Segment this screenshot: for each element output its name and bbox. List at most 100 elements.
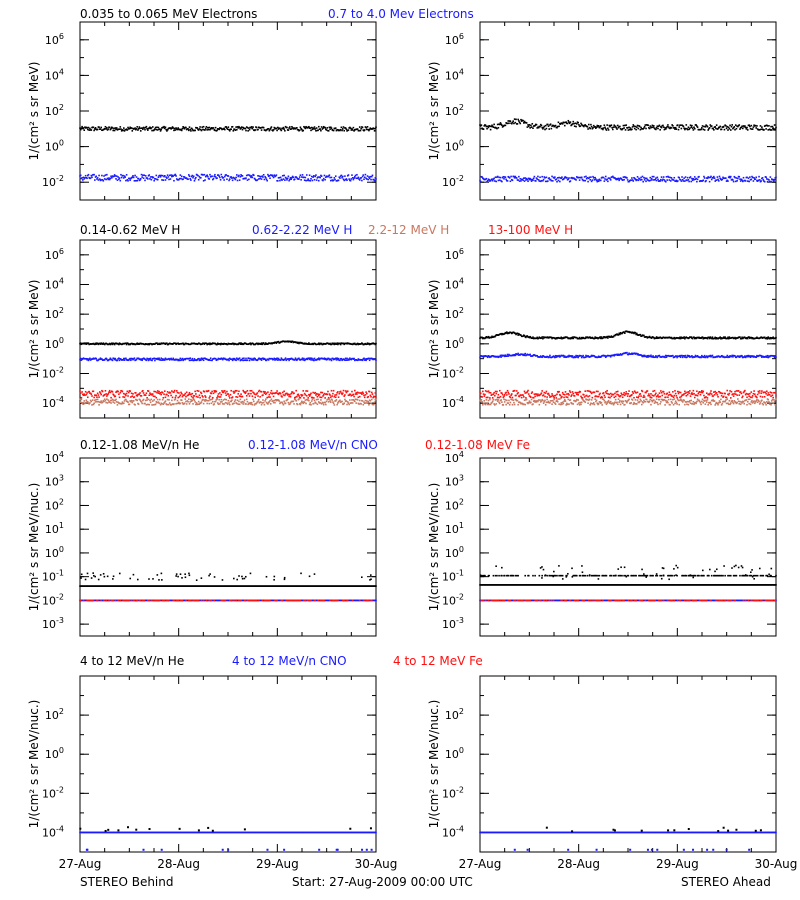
row1-ahead-point	[561, 123, 564, 125]
row2-ahead-point	[732, 356, 734, 358]
row2-ahead-point	[508, 332, 510, 335]
row1-ahead-point	[508, 122, 510, 125]
row2-behind-point	[266, 396, 269, 399]
row1-ahead-point	[674, 126, 677, 129]
row2-behind-point	[251, 403, 254, 406]
row2-behind-ytick-label: 10-2	[42, 366, 64, 381]
row2-ahead-point	[636, 396, 638, 398]
row1-ahead-point	[686, 179, 688, 182]
row2-behind-point	[341, 392, 344, 394]
row2-ahead-point	[711, 336, 714, 338]
row2-behind-point	[195, 395, 198, 398]
row1-ahead-point	[683, 177, 685, 179]
row2-ahead-point	[486, 355, 488, 358]
row1-behind-point	[142, 128, 144, 131]
row2-behind-point	[200, 392, 203, 395]
row1-behind-point	[144, 175, 147, 177]
row2-behind-point	[331, 395, 334, 397]
row2-behind-point	[323, 357, 326, 359]
row1-behind-point	[241, 128, 244, 131]
row2-behind-point	[197, 396, 199, 398]
row2-behind-point	[166, 393, 168, 396]
row1-ahead-point	[548, 128, 551, 130]
row1-behind-point	[153, 129, 155, 131]
row2-behind-point	[344, 398, 346, 401]
row2-ahead-point	[489, 397, 491, 399]
row2-ahead-point	[768, 356, 771, 358]
row2-behind-point	[236, 390, 238, 392]
row1-behind-point	[103, 127, 106, 130]
row2-behind-point	[309, 393, 312, 396]
row2-ahead-point	[766, 354, 769, 357]
row2-behind-point	[342, 403, 345, 406]
row2-ahead-point	[595, 390, 598, 393]
row2-ahead-point	[587, 395, 589, 398]
row1-behind-point	[183, 127, 186, 130]
row1-ahead-point	[553, 177, 555, 179]
row1-ahead-point	[725, 177, 727, 179]
row1-behind-point	[283, 174, 285, 177]
row2-behind-point	[301, 395, 303, 397]
row2-behind-point	[192, 398, 195, 401]
row2-behind-point	[321, 391, 324, 394]
row1-ahead-point	[528, 124, 531, 126]
row1-behind-point	[176, 128, 179, 131]
row1-ahead-point	[510, 175, 512, 178]
row2-ahead-point	[708, 336, 710, 339]
row1-behind-point	[106, 177, 109, 180]
row2-ahead-point	[583, 394, 585, 396]
row2-ahead-point	[683, 355, 685, 357]
row2-behind-point	[317, 393, 319, 395]
row1-behind-point	[314, 128, 317, 130]
row2-behind-point	[322, 394, 325, 396]
row1-ahead-point	[653, 127, 656, 129]
row2-behind-point	[299, 396, 302, 399]
row1-behind-point	[151, 126, 154, 128]
row1-ahead-point	[595, 126, 598, 129]
row2-ahead-point	[517, 352, 519, 355]
row2-ahead-point	[605, 392, 608, 395]
row1-ahead-point	[769, 176, 772, 178]
row1-behind-point	[207, 128, 210, 131]
row2-behind-point	[349, 357, 351, 360]
row2-ahead-point	[499, 395, 502, 398]
row2-behind-point	[191, 392, 194, 395]
row1-behind-point	[233, 177, 236, 180]
row1-behind-point	[89, 127, 91, 130]
row1-behind-point	[361, 126, 364, 129]
row2-behind-point	[158, 357, 160, 360]
row2-behind-point	[85, 393, 88, 396]
row1-behind-point	[235, 126, 237, 128]
row2-behind-point	[216, 395, 219, 397]
row1-ahead-point	[754, 124, 757, 127]
row2-behind-point	[281, 391, 284, 394]
row1-behind-point	[345, 178, 348, 180]
row2-ahead-point	[748, 336, 750, 338]
row2-behind-point	[226, 402, 228, 404]
row3-behind-ytick-label: 10-1	[42, 569, 64, 584]
row2-behind-point	[149, 357, 152, 360]
row2-ahead-point	[505, 332, 507, 334]
row2-behind-point	[190, 393, 192, 396]
row2-ahead-point	[686, 356, 688, 358]
row2-behind-point	[356, 399, 359, 401]
row2-ahead-point	[531, 337, 534, 340]
row1-ahead-point	[518, 180, 521, 182]
row2-behind-point	[273, 399, 276, 402]
row1-behind-point	[253, 177, 256, 180]
row4-ahead-ytick-label: 102	[445, 707, 464, 722]
row2-behind-point	[310, 392, 312, 395]
row1-ahead-point	[498, 123, 501, 126]
row2-behind-point	[354, 400, 356, 403]
row1-behind-point	[220, 127, 223, 130]
row2-behind-point	[360, 403, 362, 405]
row2-ahead-point	[640, 335, 643, 337]
row2-ahead-point	[585, 354, 587, 357]
row2-ahead-point	[652, 336, 655, 339]
row1-behind-point	[159, 174, 161, 177]
row1-ahead-point	[554, 176, 556, 178]
row1-behind-point	[132, 176, 135, 179]
row2-ahead-point	[581, 355, 584, 358]
row2-behind-point	[153, 357, 155, 360]
row1-ahead-point	[616, 128, 618, 130]
